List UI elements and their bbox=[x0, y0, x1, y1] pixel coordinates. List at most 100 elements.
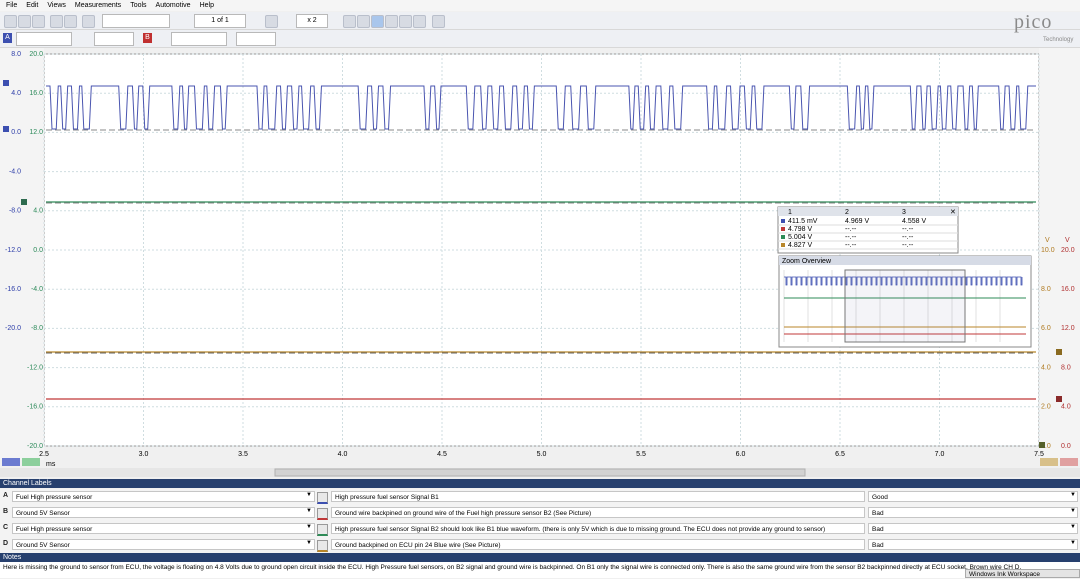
menu-item[interactable]: Measurements bbox=[74, 2, 122, 9]
y-tick-label: -12.0 bbox=[5, 247, 21, 254]
axis-marker[interactable] bbox=[3, 126, 9, 132]
ruler-tag bbox=[22, 458, 40, 466]
x-tick-label: 4.0 bbox=[338, 451, 348, 458]
page-counter[interactable]: 1 of 1 bbox=[194, 14, 246, 28]
logo-sub: Technology bbox=[1043, 37, 1074, 43]
y-tick-label: 20.0 bbox=[29, 51, 43, 58]
menu-bar: File Edit Views Measurements Tools Automotive… bbox=[0, 0, 1080, 11]
toolbar-button[interactable] bbox=[399, 15, 412, 28]
y-tick-label: -12.0 bbox=[27, 364, 43, 371]
x-tick-label: 6.0 bbox=[736, 451, 746, 458]
menu-item[interactable]: File bbox=[6, 2, 18, 9]
menu-item[interactable]: Help bbox=[199, 2, 214, 9]
zoom-factor[interactable]: x 2 bbox=[296, 14, 328, 28]
channel-name[interactable]: Ground 5V Sensor bbox=[12, 539, 315, 550]
channel-a-button[interactable]: A bbox=[3, 33, 12, 43]
measurement-value: 411.5 mV bbox=[788, 218, 818, 225]
y-tick-label: 4.0 bbox=[11, 90, 21, 97]
channel-status[interactable]: Good bbox=[868, 491, 1078, 502]
x-tick-label: 4.5 bbox=[437, 451, 447, 458]
channel-status[interactable]: Bad bbox=[868, 539, 1078, 550]
line-button[interactable] bbox=[317, 508, 328, 520]
y-tick-label: 8.0 bbox=[1061, 364, 1071, 371]
y-tick-label: -16.0 bbox=[5, 286, 21, 293]
range-b[interactable] bbox=[171, 32, 227, 46]
coupling-b[interactable] bbox=[236, 32, 276, 46]
channel-description[interactable]: Ground wire backpined on ground wire of … bbox=[331, 507, 865, 518]
dropdown-arrow: ▼ bbox=[306, 540, 312, 546]
dropdown-arrow: ▼ bbox=[306, 508, 312, 514]
channel-labels-header: Channel Labels bbox=[0, 479, 1080, 488]
x-tick-label: 6.5 bbox=[835, 451, 845, 458]
x-tick-label: 5.5 bbox=[636, 451, 646, 458]
channel-row: C Fuel High pressure sensor ▼ High pressure… bbox=[0, 521, 1080, 538]
y-tick-label: -8.0 bbox=[9, 208, 21, 215]
channel-name[interactable]: Fuel High pressure sensor bbox=[12, 491, 315, 502]
axis-marker[interactable] bbox=[21, 199, 27, 205]
toolbar-button[interactable] bbox=[4, 15, 17, 28]
dropdown-arrow: ▼ bbox=[1070, 540, 1076, 546]
axis-marker[interactable] bbox=[1056, 349, 1062, 355]
line-button[interactable] bbox=[317, 492, 328, 504]
toolbar-button[interactable] bbox=[50, 15, 63, 28]
menu-item[interactable]: Automotive bbox=[155, 2, 191, 9]
toolbar-button[interactable] bbox=[371, 15, 384, 28]
close-button[interactable]: ✕ bbox=[950, 209, 956, 216]
y-tick-label: 8.0 bbox=[1041, 286, 1051, 293]
timebase-select[interactable] bbox=[102, 14, 170, 28]
y-tick-label: -8.0 bbox=[31, 325, 43, 332]
measurement-window: 1 2 3 ✕411.5 mV 4.969 V 4.558 V4.798 V --.-- --… bbox=[777, 206, 959, 254]
scope-view: 2.5 3.0 3.5 4.0 4.5 5.0 5.5 6.0 6.5 7.0 7.5 ms 8.0 4.… bbox=[0, 48, 1080, 477]
channel-status[interactable]: Bad bbox=[868, 507, 1078, 518]
logo: pico bbox=[1014, 11, 1053, 33]
taskbar-tooltip: Windows Ink Workspace bbox=[965, 569, 1080, 578]
toolbar-button[interactable] bbox=[413, 15, 426, 28]
toolbar-button[interactable] bbox=[357, 15, 370, 28]
coupling-a[interactable] bbox=[94, 32, 134, 46]
toolbar-button[interactable] bbox=[32, 15, 45, 28]
y-tick-label: -20.0 bbox=[27, 443, 43, 450]
toolbar-top: 1 of 1 x 2 bbox=[0, 12, 1080, 30]
channel-row: B Ground 5V Sensor ▼ Ground wire backpined … bbox=[0, 505, 1080, 522]
toolbar-button[interactable] bbox=[82, 15, 95, 28]
line-button[interactable] bbox=[317, 524, 328, 536]
menu-item[interactable]: Tools bbox=[130, 2, 147, 9]
channel-b-button[interactable]: B bbox=[143, 33, 152, 43]
menu-item[interactable]: Views bbox=[47, 2, 66, 9]
y-tick-label: 0.0 bbox=[1061, 443, 1071, 450]
channel-name[interactable]: Ground 5V Sensor bbox=[12, 507, 315, 518]
toolbar-button[interactable] bbox=[64, 15, 77, 28]
y-tick-label: 4.0 bbox=[1041, 364, 1051, 371]
toolbar-button[interactable] bbox=[385, 15, 398, 28]
ruler-tag bbox=[2, 458, 20, 466]
window-title-bar bbox=[779, 256, 1031, 265]
channel-description[interactable]: High pressure fuel sensor Signal B1 bbox=[331, 491, 865, 502]
range-a[interactable] bbox=[16, 32, 72, 46]
menu-item[interactable]: Edit bbox=[26, 2, 39, 9]
measurement-value: --.-- bbox=[902, 234, 914, 241]
line-button[interactable] bbox=[317, 540, 328, 552]
y-tick-label: -4.0 bbox=[31, 286, 43, 293]
y-tick-label: -4.0 bbox=[9, 168, 21, 175]
channel-description[interactable]: High pressure fuel sensor Signal B2 shou… bbox=[331, 523, 865, 534]
y-tick-label: 6.0 bbox=[1041, 325, 1051, 332]
measurement-value: --.-- bbox=[902, 226, 914, 233]
axis-marker[interactable] bbox=[1039, 442, 1045, 448]
toolbar-button[interactable] bbox=[265, 15, 278, 28]
scroll-thumb[interactable] bbox=[274, 468, 806, 477]
toolbar-button[interactable] bbox=[432, 15, 445, 28]
ruler-tag bbox=[1060, 458, 1078, 466]
toolbar-button[interactable] bbox=[343, 15, 356, 28]
channel-status[interactable]: Bad bbox=[868, 523, 1078, 534]
channel-name[interactable]: Fuel High pressure sensor bbox=[12, 523, 315, 534]
dropdown-arrow: ▼ bbox=[306, 492, 312, 498]
channel-row: A Fuel High pressure sensor ▼ High pressure… bbox=[0, 489, 1080, 506]
dropdown-arrow: ▼ bbox=[1070, 508, 1076, 514]
axis-marker[interactable] bbox=[3, 80, 9, 86]
axis-marker[interactable] bbox=[1056, 396, 1062, 402]
zoom-selection[interactable] bbox=[844, 269, 966, 343]
toolbar-button[interactable] bbox=[18, 15, 31, 28]
channel-description[interactable]: Ground backpined on ECU pin 24 Blue wire… bbox=[331, 539, 865, 550]
dropdown-arrow: ▼ bbox=[1070, 492, 1076, 498]
y-tick-label: 12.0 bbox=[1061, 325, 1075, 332]
